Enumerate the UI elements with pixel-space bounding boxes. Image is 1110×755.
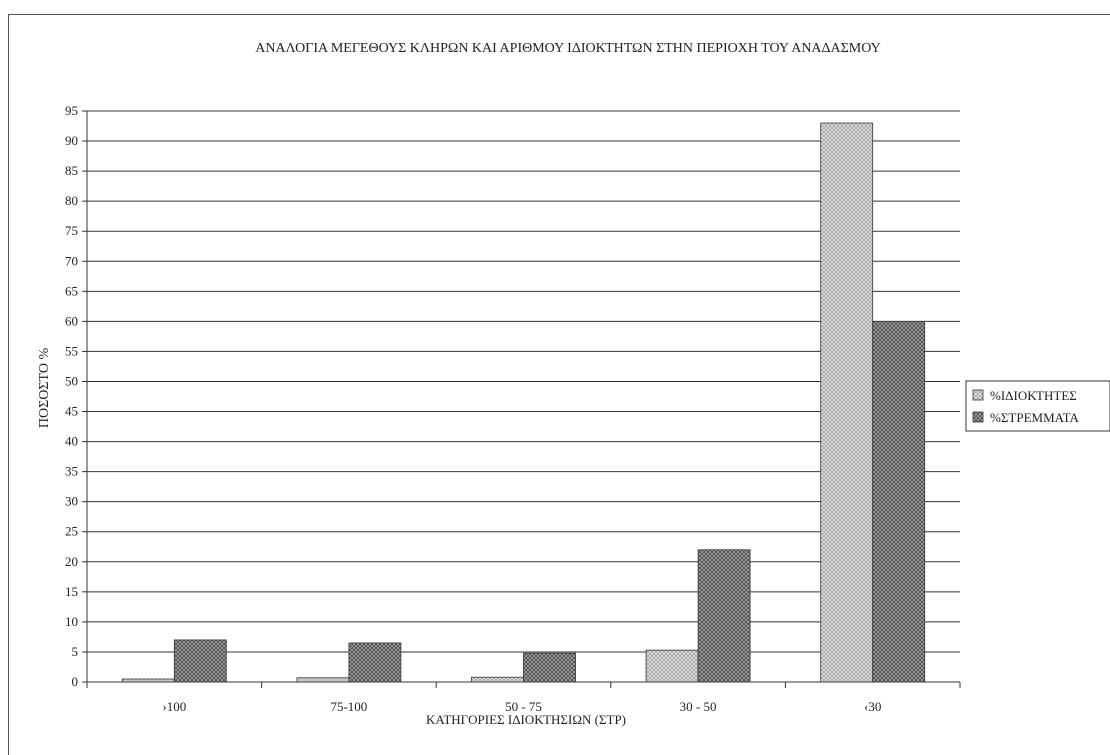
- bar-owners: [296, 677, 350, 683]
- legend-swatch: [972, 411, 984, 423]
- bar-stremmata: [872, 320, 926, 683]
- y-axis-label: ΠΟΣΟΣΤΟ %: [37, 348, 52, 429]
- bar-stremmata: [173, 639, 227, 683]
- x-tick-label: 50 - 75: [505, 699, 542, 714]
- bar-stremmata: [697, 549, 751, 683]
- bar-stremmata: [523, 652, 576, 683]
- chart-title: ΑΝΑΛΟΓΙΑ ΜΕΓΕΘΟΥΣ ΚΛΗΡΩΝ ΚΑΙ ΑΡΙΘΜΟΥ ΙΔΙ…: [255, 41, 881, 56]
- y-tick-label: 25: [65, 524, 78, 539]
- y-tick-label: 40: [65, 434, 78, 449]
- bar-owners: [471, 676, 524, 683]
- y-tick-label: 35: [65, 464, 78, 479]
- y-tick-label: 15: [65, 584, 78, 599]
- y-tick-label: 80: [65, 193, 78, 208]
- x-tick-label: 75-100: [330, 699, 367, 714]
- y-tick-label: 50: [65, 373, 78, 388]
- x-tick-label: 30 - 50: [680, 699, 717, 714]
- x-axis-label: ΚΑΤΗΓΟΡΙΕΣ ΙΔΙΟΚΤΗΣΙΩΝ (ΣΤΡ): [426, 712, 626, 727]
- y-tick-label: 75: [65, 223, 78, 238]
- legend-swatch: [972, 389, 984, 401]
- y-tick-label: 20: [65, 554, 78, 569]
- legend-label: %ΣΤΡΕΜΜΑΤΑ: [990, 410, 1079, 425]
- y-tick-label: 60: [65, 313, 78, 328]
- bar-owners: [820, 122, 874, 683]
- bars: [121, 122, 926, 683]
- y-tick-label: 10: [65, 614, 78, 629]
- x-tick-label: ‹30: [864, 699, 881, 714]
- y-tick-label: 30: [65, 494, 78, 509]
- y-tick-label: 55: [65, 343, 78, 358]
- y-axis: 0 5 10 15 20 25 30 35 40 45 50 55 60 65 70 75 80 85 90 95: [65, 103, 88, 689]
- bar-owners: [645, 649, 699, 683]
- legend: %ΙΔΙΟΚΤΗΤΕΣ %ΣΤΡΕΜΜΑΤΑ: [965, 380, 1110, 432]
- bar-stremmata: [348, 642, 402, 683]
- legend-label: %ΙΔΙΟΚΤΗΤΕΣ: [990, 388, 1077, 403]
- y-tick-label: 90: [65, 133, 78, 148]
- chart-frame: [8, 14, 1110, 755]
- y-tick-label: 45: [65, 404, 78, 419]
- x-axis: ›100 75-100 50 - 75 30 - 50 ‹30: [86, 681, 961, 714]
- bar-owners: [121, 678, 175, 683]
- y-tick-label: 70: [65, 253, 78, 268]
- gridlines: [87, 110, 960, 683]
- y-tick-label: 65: [65, 283, 78, 298]
- y-tick-label: 5: [72, 644, 79, 659]
- y-tick-label: 0: [72, 674, 79, 689]
- legend-box: [965, 380, 1110, 432]
- x-tick-label: ›100: [162, 699, 186, 714]
- y-tick-label: 95: [65, 103, 78, 118]
- y-tick-label: 85: [65, 163, 78, 178]
